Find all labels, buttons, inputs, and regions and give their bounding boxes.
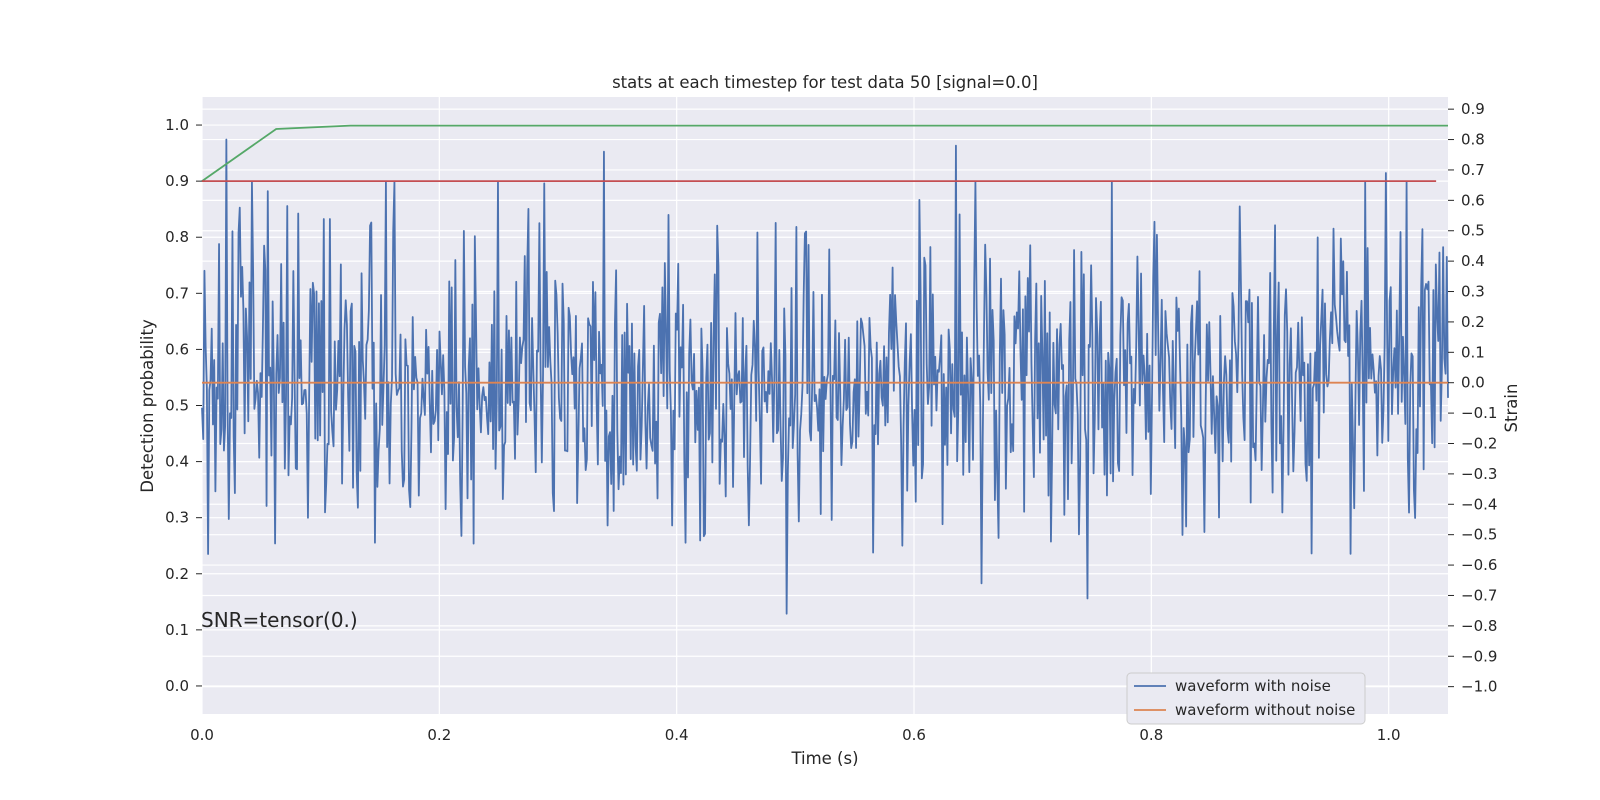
y-tick-label-right: −0.8 (1461, 617, 1497, 635)
y-tick-label-left: 0.8 (165, 228, 189, 246)
y-tick-label-left: 1.0 (165, 116, 189, 134)
x-tick-label: 0.6 (902, 726, 926, 744)
x-tick-label: 0.0 (190, 726, 214, 744)
snr-annotation: SNR=tensor(0.) (201, 608, 358, 632)
y-tick-label-right: 0.3 (1461, 283, 1485, 301)
x-axis-label: Time (s) (790, 749, 858, 768)
grid (201, 97, 1448, 714)
x-tick-label: 0.2 (427, 726, 451, 744)
y-tick-label-left: 0.5 (165, 397, 189, 415)
y-tick-label-left: 0.4 (165, 453, 189, 471)
y-tick-label-left: 0.7 (165, 284, 189, 302)
legend: waveform with noise waveform without noi… (1126, 672, 1366, 725)
series-line-waveform-with-noise (201, 138, 1449, 615)
y-tick-label-right: −0.6 (1461, 556, 1497, 574)
ticks: 0.0 0.2 0.4 0.6 0.8 1.0 0.0 0.1 0.2 0.3 0.4 0.5 0.6 0… (165, 100, 1497, 744)
y-tick-label-right: −0.2 (1461, 434, 1497, 452)
y-tick-label-right: −0.3 (1461, 465, 1497, 483)
y-tick-label-right: 0.4 (1461, 252, 1485, 270)
y-axis-label-right: Strain (1502, 384, 1521, 433)
y-axis-label-left: Detection probability (138, 319, 157, 493)
legend-label-waveform-with-noise: waveform with noise (1175, 677, 1331, 695)
y-tick-label-right: 0.6 (1461, 191, 1485, 209)
y-tick-label-right: 0.2 (1461, 313, 1485, 331)
y-tick-label-right: 0.9 (1461, 100, 1485, 118)
y-tick-label-left: 0.2 (165, 565, 189, 583)
y-tick-label-right: −0.1 (1461, 404, 1497, 422)
series (201, 124, 1449, 615)
y-tick-label-right: −0.5 (1461, 526, 1497, 544)
legend-label-waveform-without-noise: waveform without noise (1175, 701, 1355, 719)
y-tick-label-right: 0.8 (1461, 131, 1485, 149)
y-tick-label-right: −0.4 (1461, 495, 1497, 513)
y-tick-label-right: 0.0 (1461, 374, 1485, 392)
y-tick-label-left: 0.3 (165, 509, 189, 527)
y-tick-label-right: −0.9 (1461, 647, 1497, 665)
y-tick-label-right: −0.7 (1461, 586, 1497, 604)
x-tick-label: 0.8 (1139, 726, 1163, 744)
y-tick-label-right: −1.0 (1461, 678, 1497, 696)
y-tick-label-left: 0.6 (165, 340, 189, 358)
y-tick-label-left: 0.1 (165, 621, 189, 639)
x-tick-label: 0.4 (665, 726, 689, 744)
y-tick-label-left: 0.9 (165, 172, 189, 190)
y-tick-label-left: 0.0 (165, 677, 189, 695)
x-tick-label: 1.0 (1377, 726, 1401, 744)
y-tick-label-right: 0.1 (1461, 343, 1485, 361)
y-tick-label-right: 0.7 (1461, 161, 1485, 179)
chart-title: stats at each timestep for test data 50 … (612, 73, 1038, 92)
series-line-green (201, 124, 1448, 182)
y-tick-label-right: 0.5 (1461, 222, 1485, 240)
legend-box (1126, 672, 1366, 725)
